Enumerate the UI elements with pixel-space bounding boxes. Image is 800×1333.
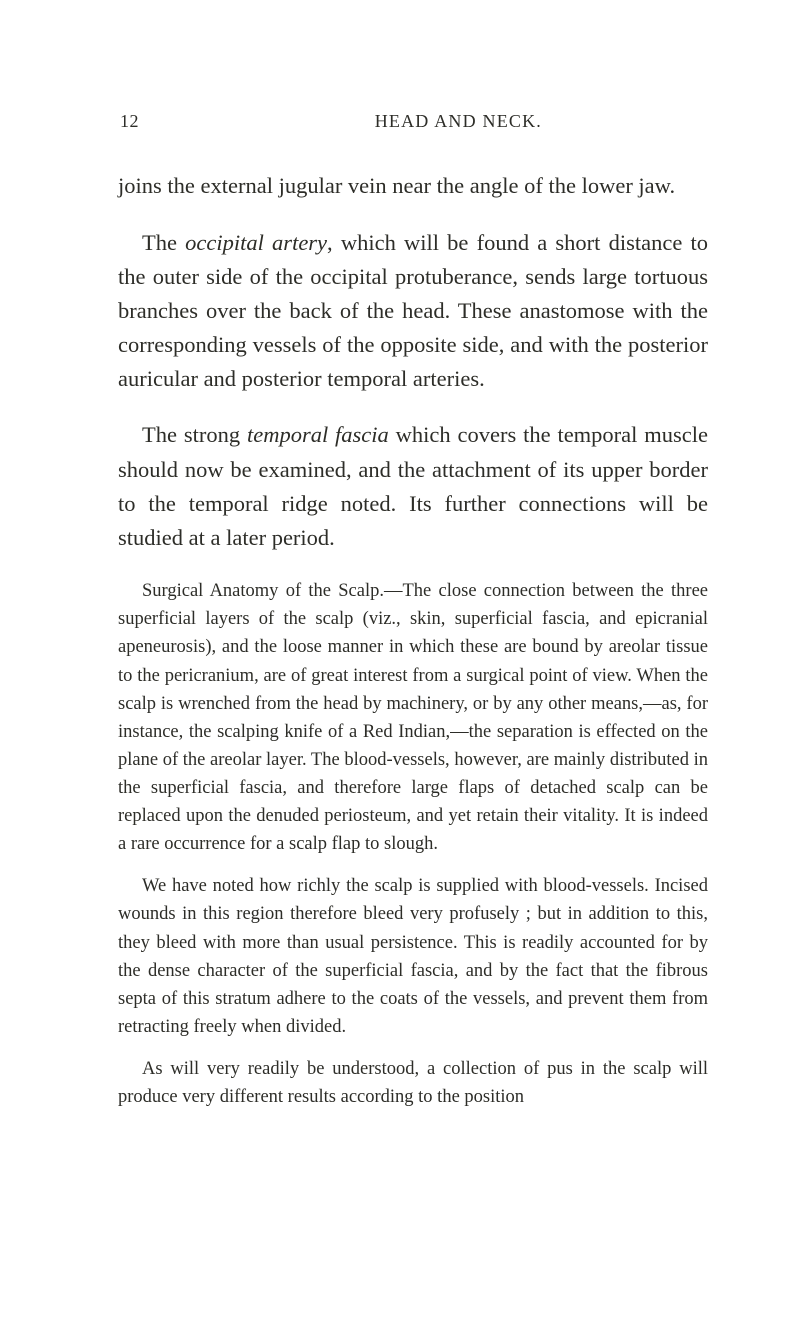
page-header: 12 HEAD AND NECK.: [118, 108, 708, 135]
running-head: HEAD AND NECK.: [375, 108, 542, 135]
section-lead-surgical-anatomy: Surgical Anatomy of the Scalp.: [142, 581, 384, 601]
page-number: 12: [120, 108, 139, 135]
italic-term-temporal-fascia: temporal fascia: [247, 422, 389, 447]
paragraph-1: joins the external jugular vein near the…: [118, 169, 708, 203]
paragraph-6: As will very readily be understood, a co…: [118, 1055, 708, 1111]
paragraph-2: The occipital artery, which will be foun…: [118, 226, 708, 397]
paragraph-4: Surgical Anatomy of the Scalp.—The close…: [118, 577, 708, 858]
italic-term-occipital-artery: occipital artery: [185, 230, 327, 255]
text-run: The strong: [142, 422, 247, 447]
paragraph-5: We have noted how richly the scalp is su…: [118, 872, 708, 1041]
text-run: —The close connec­tion between the three…: [118, 581, 708, 854]
paragraph-3: The strong temporal fascia which covers …: [118, 418, 708, 555]
text-run: The: [142, 230, 185, 255]
page: 12 HEAD AND NECK. joins the external jug…: [0, 0, 800, 1333]
